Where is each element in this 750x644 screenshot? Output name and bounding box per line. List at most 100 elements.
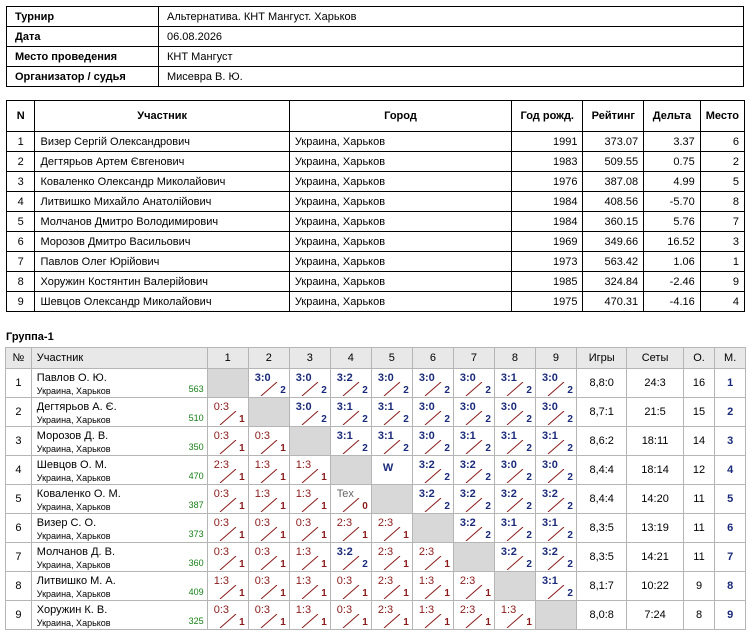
match-cell: 3:2 2 xyxy=(452,513,495,543)
match-score: 3:1 xyxy=(377,430,394,442)
match-cell: 0:3 1 xyxy=(206,513,249,543)
match-cell: W xyxy=(370,455,413,485)
match-cell: 3:0 2 xyxy=(411,368,454,398)
match-cell: 1:3 1 xyxy=(288,600,331,630)
participant-city: Украина, Харьков xyxy=(288,151,513,172)
group-crosstable: № Участник 1 2 3 4 5 6 7 8 9 Игры Сеты О. М. 1 Павлов О… xyxy=(5,347,746,630)
match-points: 1 xyxy=(444,559,450,570)
row-points: 11 xyxy=(682,484,716,514)
match-cell: 3:2 2 xyxy=(493,484,536,514)
participant-delta: 3.37 xyxy=(643,131,701,152)
match-points: 1 xyxy=(280,443,286,454)
tournament-info-table: Турнир Альтернатива. КНТ Мангуст. Харьков… xyxy=(6,6,744,87)
participant-year: 1969 xyxy=(511,231,584,252)
participant-number: 3 xyxy=(5,171,36,192)
row-games: 8,1:7 xyxy=(575,571,628,601)
row-participant: Морозов Д. В. Украина, Харьков 350 xyxy=(30,426,208,456)
participant-year: 1985 xyxy=(511,271,584,292)
row-place: 6 xyxy=(714,513,746,543)
match-cell: 3:0 2 xyxy=(493,397,536,427)
col-opponent-8-header: 8 xyxy=(493,347,536,369)
match-points: 1 xyxy=(239,472,245,483)
match-cell: 0:3 1 xyxy=(206,542,249,572)
info-row: Дата 06.08.2026 xyxy=(6,26,744,47)
self-cell xyxy=(411,513,454,543)
slash-mark xyxy=(506,382,524,396)
match-points: 2 xyxy=(485,443,491,454)
match-cell: 3:0 2 xyxy=(288,397,331,427)
match-points: 1 xyxy=(239,588,245,599)
match-score: 3:0 xyxy=(418,372,435,384)
slash-mark xyxy=(424,440,442,454)
row-number: 6 xyxy=(5,513,32,543)
match-score: 0:3 xyxy=(213,430,229,442)
match-cell: 3:1 2 xyxy=(370,397,413,427)
match-points: 1 xyxy=(239,530,245,541)
participant-row: 4 Литвишко Михайло Анатолійович Украина, Х… xyxy=(5,191,746,212)
participant-row: 1 Визер Сергій Олександрович Украина, Харь… xyxy=(5,131,746,152)
row-number: 4 xyxy=(5,455,32,485)
participant-row: 8 Хоружин Костянтин Валерійович Украина, Х… xyxy=(5,271,746,292)
match-cell: 0:3 1 xyxy=(329,571,372,601)
col-delta-header: Дельта xyxy=(643,100,701,132)
participant-place: 3 xyxy=(699,231,746,252)
match-cell: 2:3 1 xyxy=(370,542,413,572)
match-cell: 2:3 1 xyxy=(452,600,495,630)
match-cell: 1:3 1 xyxy=(493,600,536,630)
match-points: 1 xyxy=(321,501,327,512)
participant-year: 1984 xyxy=(511,191,584,212)
participant-year: 1973 xyxy=(511,251,584,272)
row-sets: 7:24 xyxy=(626,600,684,630)
info-key: Организатор / судья xyxy=(6,66,159,87)
match-points: 2 xyxy=(567,530,573,541)
match-cell: 3:0 2 xyxy=(534,368,577,398)
participant-name: Морозов Дмитро Васильович xyxy=(34,231,290,252)
col-place-header: Место xyxy=(699,100,746,132)
slash-mark xyxy=(424,556,442,570)
row-games: 8,0:8 xyxy=(575,600,628,630)
participants-header-row: N Участник Город Год рожд. Рейтинг Дельт… xyxy=(5,100,746,132)
participants-table: N Участник Город Год рожд. Рейтинг Дельт… xyxy=(5,100,746,312)
match-score: 3:1 xyxy=(500,430,517,442)
row-sets: 14:21 xyxy=(626,542,684,572)
row-sets: 18:14 xyxy=(626,455,684,485)
match-score: 3:2 xyxy=(500,546,517,558)
match-score: 3:0 xyxy=(295,372,312,384)
slash-mark xyxy=(219,411,237,425)
info-key: Дата xyxy=(6,26,159,47)
match-points: 1 xyxy=(444,588,450,599)
match-cell: 3:2 2 xyxy=(329,368,372,398)
match-points: 2 xyxy=(526,472,532,483)
row-participant-name: Шевцов О. М. xyxy=(36,459,107,471)
match-points: 2 xyxy=(567,559,573,570)
slash-mark xyxy=(547,585,565,599)
slash-mark xyxy=(383,440,401,454)
crosstable-row: 9 Хоружин К. В. Украина, Харьков 325 0:3 1 0:3… xyxy=(5,600,746,630)
participant-name: Молчанов Дмитро Володимирович xyxy=(34,211,290,232)
match-score: 3:0 xyxy=(377,372,394,384)
match-cell: 3:0 2 xyxy=(411,397,454,427)
col-opponent-9-header: 9 xyxy=(534,347,577,369)
col-sets-header: Сеты xyxy=(626,347,684,369)
row-points: 14 xyxy=(682,426,716,456)
match-score: 3:2 xyxy=(541,488,558,500)
match-points: 1 xyxy=(239,443,245,454)
tournament-info-body: Турнир Альтернатива. КНТ Мангуст. Харьков… xyxy=(6,6,744,87)
slash-mark xyxy=(219,614,237,628)
match-score: 2:3 xyxy=(336,517,353,529)
match-points: 2 xyxy=(567,472,573,483)
participant-row: 5 Молчанов Дмитро Володимирович Украина, Х… xyxy=(5,211,746,232)
match-score: 2:3 xyxy=(213,459,229,471)
col-opponent-7-header: 7 xyxy=(452,347,495,369)
slash-mark xyxy=(301,498,319,512)
match-score: 3:2 xyxy=(459,459,476,471)
match-score: 3:2 xyxy=(336,546,353,558)
match-points: 1 xyxy=(239,414,245,425)
row-games: 8,4:4 xyxy=(575,455,628,485)
slash-mark xyxy=(383,382,401,396)
match-score: 1:3 xyxy=(254,488,271,500)
match-score: 3:2 xyxy=(418,459,435,471)
match-cell: 3:0 2 xyxy=(288,368,331,398)
match-cell: 3:2 2 xyxy=(452,484,495,514)
match-points: 2 xyxy=(403,385,409,396)
